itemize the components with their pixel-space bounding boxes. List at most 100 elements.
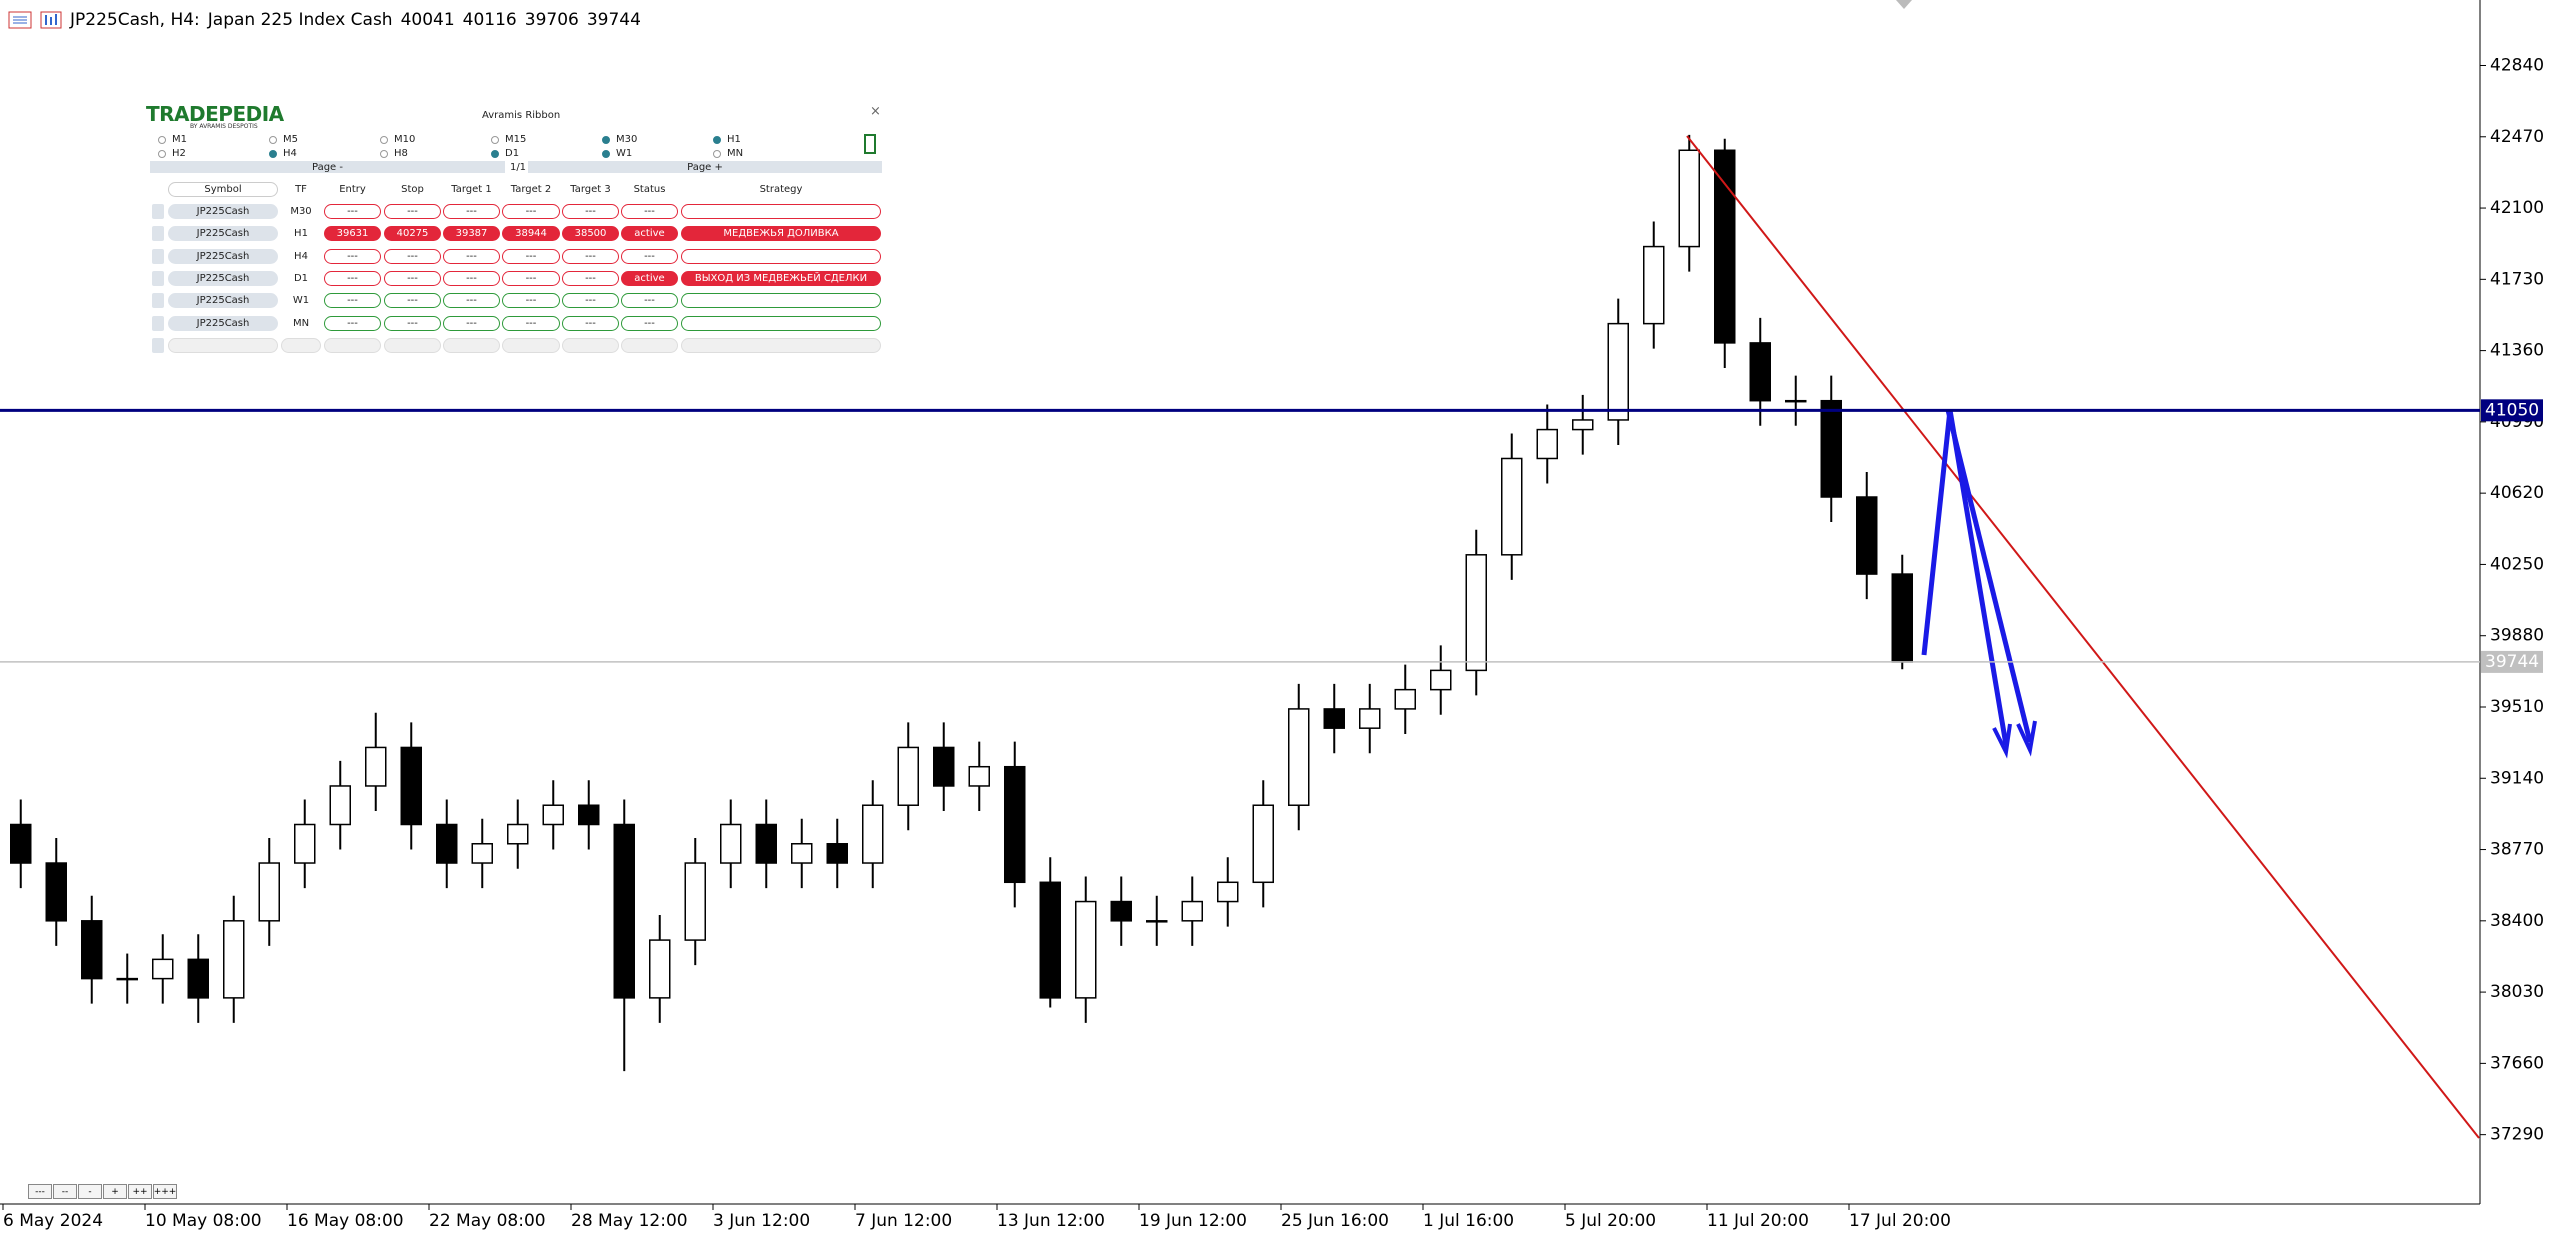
y-tick-label: 42100 [2490,198,2544,218]
empty-cell [168,337,278,353]
value-cell: --- [443,270,500,286]
value-cell: 38944 [502,226,560,242]
y-tick-label: 42470 [2490,127,2544,147]
page-prev[interactable]: Page - [150,161,505,173]
value-cell: 39387 [443,226,500,242]
timeframe-radio[interactable]: D1 [491,148,519,159]
close-button[interactable]: × [870,104,881,119]
column-header: Target 3 [570,184,611,195]
candle-body [791,843,813,864]
value-cell: --- [324,204,381,219]
timeframe-radio[interactable]: M1 [158,134,187,145]
forecast-arrows [1921,409,2037,759]
column-header: Status [633,184,666,195]
x-tick-label: 6 May 2024 [3,1211,103,1231]
value-cell: --- [443,248,500,264]
y-tick-label: 41730 [2490,269,2544,289]
candle-body [1252,804,1274,884]
candle-body [1110,900,1132,922]
candle-body [1039,881,1061,999]
candle-body [1501,457,1523,556]
zoom-button[interactable]: - [78,1184,102,1199]
zoom-button[interactable]: --- [28,1184,52,1199]
candle-body [1749,342,1771,402]
x-tick-label: 17 Jul 20:00 [1849,1211,1951,1231]
candle-body [578,804,600,826]
value-cell: --- [621,248,678,264]
x-tick-label: 11 Jul 20:00 [1707,1211,1809,1231]
timeframe-radio[interactable]: M10 [380,134,415,145]
timeframe-radio[interactable]: H1 [713,134,741,145]
candle-body [1181,900,1203,922]
symbol-cell: JP225Cash [168,226,278,242]
candle-body [1714,149,1736,344]
column-header: Target 1 [451,184,492,195]
empty-cell [281,337,321,353]
candle-body [1394,688,1416,710]
value-cell: ВЫХОД ИЗ МЕДВЕЖЬЕЙ СДЕЛКИ [681,270,881,286]
candle-body [684,862,706,941]
x-tick-label: 3 Jun 12:00 [713,1211,810,1231]
value-cell: --- [502,293,560,309]
candle-body [968,765,990,787]
ohlc-close: 39744 [586,10,641,30]
timeframe-label: H8 [394,148,408,159]
candle-body [223,920,245,999]
x-tick-label: 28 May 12:00 [571,1211,688,1231]
menu-icon[interactable] [8,11,32,29]
tf-cell: MN [281,315,321,331]
value-cell: --- [562,204,619,219]
zoom-button[interactable]: ++ [128,1184,152,1199]
timeframe-label: M30 [616,134,638,145]
timeframe-radio[interactable]: H4 [269,148,297,159]
timeframe-label: H4 [283,148,297,159]
timeframe-radio[interactable]: W1 [602,148,632,159]
page-number: 1/1 [509,161,527,173]
candle-body [400,746,422,826]
value-cell: --- [502,270,560,286]
chart-icon[interactable] [40,11,62,29]
timeframe-radio[interactable]: M15 [491,134,526,145]
candle-body [862,804,884,864]
timeframe-radio[interactable]: M5 [269,134,298,145]
candle-body [258,862,280,922]
empty-cell [443,337,500,353]
column-header: Strategy [759,184,803,195]
zoom-button[interactable]: +++ [153,1184,177,1199]
candle-body [720,823,742,864]
timeframe-radio[interactable]: H8 [380,148,408,159]
candle-body [152,958,174,980]
tf-cell: H1 [281,226,321,242]
row-icon [152,248,164,264]
y-tick-label: 39510 [2490,697,2544,717]
candle-body [1323,708,1345,729]
price-level-label: 41050 [2485,400,2539,420]
x-tick-label: 19 Jun 12:00 [1139,1211,1247,1231]
candle-body [10,823,32,864]
x-tick-label: 1 Jul 16:00 [1423,1211,1514,1231]
brand-sub: BY AVRAMIS DESPOTIS [190,123,258,130]
timeframe-radio[interactable]: M30 [602,134,637,145]
ohlc-high: 40116 [462,10,517,30]
candle-body [365,746,387,787]
candle-body [471,843,493,864]
zoom-button[interactable]: + [103,1184,127,1199]
column-header: Target 2 [510,184,552,195]
empty-cell [502,337,560,353]
status-indicator [864,134,876,154]
timeframe-radio[interactable]: H2 [158,148,186,159]
panel-title: Avramis Ribbon [482,110,561,121]
empty-cell [562,337,619,353]
x-tick-label: 5 Jul 20:00 [1565,1211,1656,1231]
tf-cell: W1 [281,293,321,309]
y-tick-label: 41360 [2490,341,2544,361]
empty-cell [681,337,881,353]
row-icon [152,204,164,219]
page-next[interactable]: Page + [528,161,882,173]
timeframe-radio[interactable]: MN [713,148,743,159]
timeframe-label: D1 [505,148,520,159]
timeframe-label: MN [727,148,744,159]
zoom-button[interactable]: -- [53,1184,77,1199]
candle-body [1536,428,1558,460]
candle-body [755,823,777,864]
